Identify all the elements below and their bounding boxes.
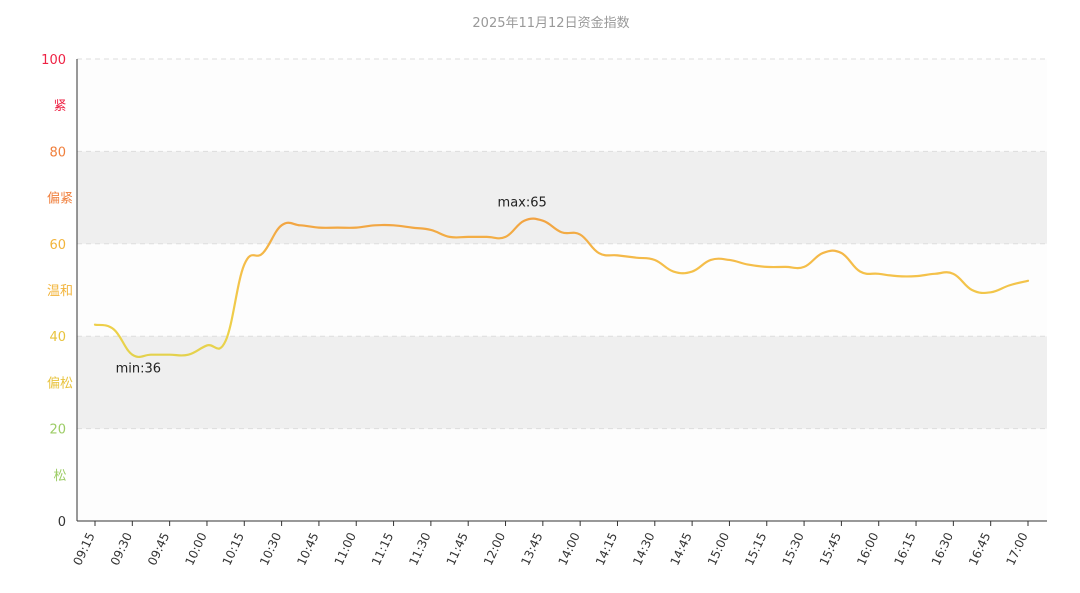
x-tick-label-1: 09:30 xyxy=(108,530,135,567)
zone-label-4: 紧 xyxy=(53,99,66,114)
x-tick-label-13: 14:00 xyxy=(556,530,583,567)
x-tick-label-21: 16:00 xyxy=(854,530,881,567)
x-tick-label-17: 15:00 xyxy=(705,530,732,567)
y-tick-label-1: 20 xyxy=(49,423,66,438)
series-line xyxy=(93,217,1030,359)
annotation-min: min:36 xyxy=(116,362,161,377)
annotation-max: max:65 xyxy=(498,196,547,211)
x-tick-label-6: 10:45 xyxy=(294,530,321,567)
zone-label-3: 偏紧 xyxy=(47,192,73,207)
x-tick-label-12: 13:45 xyxy=(518,530,545,567)
x-tick-label-10: 11:45 xyxy=(444,530,471,567)
x-tick-label-16: 14:45 xyxy=(668,530,695,567)
y-tick-label-3: 60 xyxy=(49,238,66,253)
x-tick-label-22: 16:15 xyxy=(891,530,918,567)
zone-label-0: 松 xyxy=(53,469,66,484)
x-tick-label-19: 15:30 xyxy=(779,530,806,567)
zone-band-1 xyxy=(77,336,1047,429)
x-tick-label-20: 15:45 xyxy=(817,530,844,567)
chart-title: 2025年11月12日资金指数 xyxy=(472,15,629,31)
x-tick-label-5: 10:30 xyxy=(257,530,284,567)
series-layer xyxy=(93,217,1030,359)
y-tick-label-5: 100 xyxy=(41,53,66,68)
y-tick-label-2: 40 xyxy=(49,330,66,345)
x-axis: 09:15 09:30 09:45 10:00 10:15 10:30 10:45 11:00… xyxy=(70,520,1047,568)
x-tick-label-8: 11:15 xyxy=(369,530,396,567)
zone-label-2: 温和 xyxy=(47,284,73,299)
zone-band-3 xyxy=(77,151,1047,244)
x-tick-label-0: 09:15 xyxy=(70,530,97,567)
x-tick-label-3: 10:00 xyxy=(182,530,209,567)
y-axis: 0 20 40 60 80 100 xyxy=(41,53,78,530)
x-tick-label-24: 16:45 xyxy=(966,530,993,567)
x-tick-label-9: 11:30 xyxy=(406,530,433,567)
x-tick-label-4: 10:15 xyxy=(220,530,247,567)
x-tick-label-14: 14:15 xyxy=(593,530,620,567)
annotation-layer: max:65 min:36 xyxy=(116,196,547,377)
zone-band-0 xyxy=(77,428,1047,521)
x-tick-label-18: 15:15 xyxy=(742,530,769,567)
x-tick-label-2: 09:45 xyxy=(145,530,172,567)
y-tick-label-0: 0 xyxy=(58,515,66,530)
x-tick-label-15: 14:30 xyxy=(630,530,657,567)
x-tick-label-25: 17:00 xyxy=(1003,530,1030,567)
x-tick-label-11: 12:00 xyxy=(481,530,508,567)
zone-band-2 xyxy=(77,243,1047,337)
zone-label-1: 偏松 xyxy=(47,376,73,391)
x-tick-label-23: 16:30 xyxy=(929,530,956,567)
y-tick-label-4: 80 xyxy=(49,145,66,160)
x-tick-label-7: 11:00 xyxy=(332,530,359,567)
zone-band-4 xyxy=(77,59,1047,152)
